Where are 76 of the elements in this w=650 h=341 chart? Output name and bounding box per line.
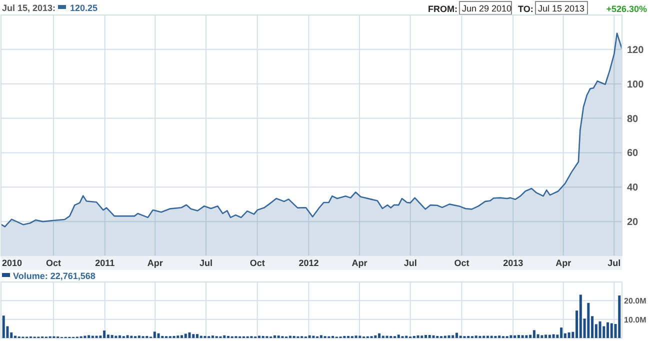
bar	[517, 335, 520, 338]
bar	[606, 322, 610, 338]
bar	[544, 334, 548, 338]
x-tick-label: Apr	[147, 258, 164, 268]
bar	[540, 335, 544, 338]
y-tick-label: 80	[627, 114, 639, 125]
bar	[510, 335, 512, 338]
bar	[536, 334, 540, 338]
bar	[428, 335, 431, 338]
y-tick-label: 120	[627, 44, 644, 56]
bar	[88, 335, 90, 338]
x-tick-label: Apr	[556, 258, 572, 268]
bar	[455, 332, 458, 338]
x-tick-label: 2013	[503, 258, 524, 268]
chart-title: Volume: 22,761,568	[13, 271, 96, 281]
bar	[180, 335, 184, 338]
text: 120.25	[70, 3, 98, 13]
text: Jun 29 2010	[462, 4, 512, 14]
bar	[192, 334, 195, 338]
x-tick-label: 2012	[298, 258, 319, 268]
bar	[184, 334, 187, 338]
bar	[153, 332, 156, 338]
text: Jul 15, 2013:	[2, 3, 56, 13]
bar	[320, 335, 322, 338]
bar	[610, 323, 613, 338]
bar	[223, 335, 226, 338]
bar	[110, 335, 114, 338]
bar	[157, 333, 160, 338]
y-tick-label: 40	[627, 182, 639, 194]
text: TO:	[518, 4, 534, 14]
text: +526.30%	[606, 4, 647, 14]
bar	[308, 335, 311, 338]
y-tick-label: 60	[627, 148, 639, 160]
x-tick-label: Oct	[250, 258, 265, 268]
bar	[106, 334, 110, 338]
bar	[416, 335, 420, 338]
bar	[448, 335, 450, 338]
bar	[374, 335, 377, 338]
x-tick-label: Jul	[608, 258, 621, 268]
bar	[273, 335, 276, 338]
bar	[579, 294, 582, 338]
bar	[452, 335, 454, 338]
text: FROM:	[428, 4, 458, 14]
bar	[432, 335, 435, 338]
bar	[568, 332, 570, 338]
bar	[2, 316, 5, 338]
x-tick-label: Oct	[454, 258, 470, 268]
bar	[378, 333, 381, 338]
bar	[103, 330, 106, 338]
x-tick-label: Jul	[404, 258, 417, 268]
bar	[548, 334, 551, 338]
bar	[525, 335, 528, 338]
bar	[560, 328, 563, 338]
bar	[598, 321, 602, 338]
bar	[587, 302, 590, 338]
bar	[424, 335, 428, 338]
x-tick-label: 2011	[95, 258, 115, 268]
bar	[532, 330, 536, 338]
bar	[618, 295, 621, 338]
bar	[521, 335, 524, 338]
x-tick-label: 2010	[2, 258, 22, 268]
y-tick-label: 100	[627, 79, 644, 90]
text: Jul 15 2013	[538, 4, 585, 14]
bar	[118, 335, 122, 338]
bar	[514, 335, 516, 338]
bar	[552, 334, 555, 338]
bar	[397, 334, 400, 338]
y-tick-label: 20.0M	[624, 296, 647, 306]
y-tick-label: 20	[627, 217, 639, 228]
bar	[188, 332, 191, 338]
x-tick-label: Apr	[352, 258, 368, 268]
x-tick-label: Oct	[46, 258, 61, 268]
bar	[126, 335, 129, 338]
bar	[196, 334, 199, 338]
x-tick-label: Jul	[199, 258, 212, 268]
y-tick-label: 10.0M	[624, 315, 647, 324]
